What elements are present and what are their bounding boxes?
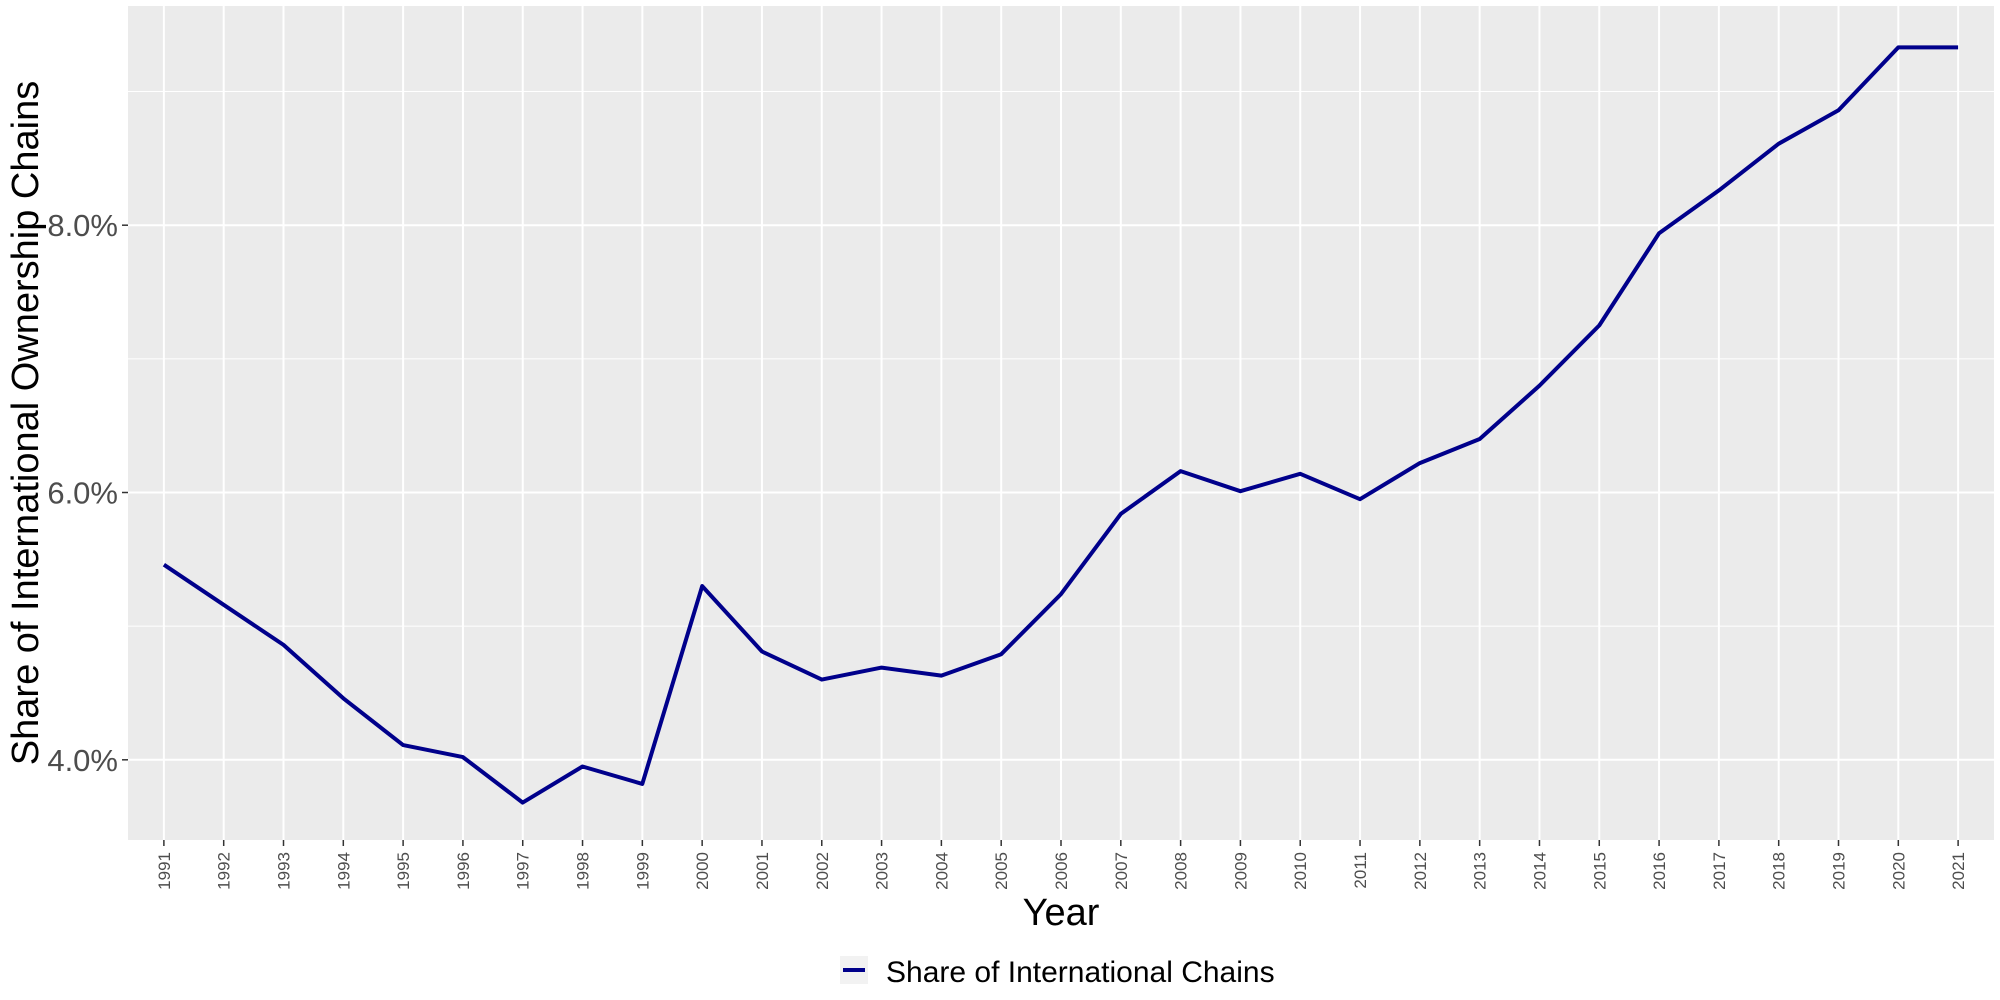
x-tick-label: 1996	[454, 852, 473, 890]
x-tick-label: 2008	[1172, 852, 1191, 890]
x-tick-label: 1993	[275, 852, 294, 890]
x-axis-title: Year	[1023, 892, 1100, 934]
y-tick-label: 4.0%	[47, 743, 118, 778]
x-tick-label: 2021	[1949, 852, 1968, 890]
x-tick-label: 2010	[1291, 852, 1310, 890]
x-tick-label: 2016	[1650, 852, 1669, 890]
x-tick-label: 1995	[394, 852, 413, 890]
x-tick-label: 2006	[1052, 852, 1071, 890]
series-line	[162, 45, 1959, 805]
x-tick-label: 2011	[1351, 852, 1370, 889]
x-tick-label: 1997	[514, 852, 533, 890]
x-tick-label: 2007	[1112, 852, 1131, 890]
x-tick-label: 2019	[1830, 852, 1849, 890]
y-axis-title: Share of International Ownership Chains	[5, 81, 47, 765]
x-tick-label: 1994	[334, 852, 353, 890]
y-tick-label: 8.0%	[47, 208, 118, 243]
major-gridlines	[128, 6, 1994, 840]
x-tick-label: 1991	[155, 852, 174, 890]
x-tick-label: 2002	[813, 852, 832, 890]
x-tick-label: 2004	[932, 852, 951, 890]
series-layer	[162, 45, 1959, 805]
x-tick-label: 2003	[873, 852, 892, 890]
x-tick-label: 2015	[1590, 852, 1609, 890]
legend-label: Share of International Chains	[886, 956, 1275, 989]
x-tick-label: 2005	[992, 852, 1011, 890]
x-tick-label: 2012	[1411, 852, 1430, 890]
x-tick-label: 2013	[1471, 852, 1490, 890]
x-tick-label: 2020	[1889, 852, 1908, 890]
y-tick-label: 6.0%	[47, 476, 118, 511]
x-tick-label: 2000	[693, 852, 712, 890]
x-tick-label: 2017	[1710, 852, 1729, 890]
x-tick-label: 2018	[1770, 852, 1789, 890]
x-tick-label: 2014	[1530, 852, 1549, 890]
x-axis: 1991 1992 1993 1994 1995 1996 1997 1998 1999 2000…	[155, 840, 1968, 890]
x-tick-label: 1992	[215, 852, 234, 890]
x-tick-label: 2001	[753, 852, 772, 890]
x-tick-label: 2009	[1231, 852, 1250, 890]
x-tick-label: 1999	[633, 852, 652, 890]
legend: Share of International Chains	[840, 956, 1275, 989]
x-tick-label: 1998	[574, 852, 593, 890]
y-axis: 4.0% 6.0% 8.0%	[47, 208, 128, 778]
